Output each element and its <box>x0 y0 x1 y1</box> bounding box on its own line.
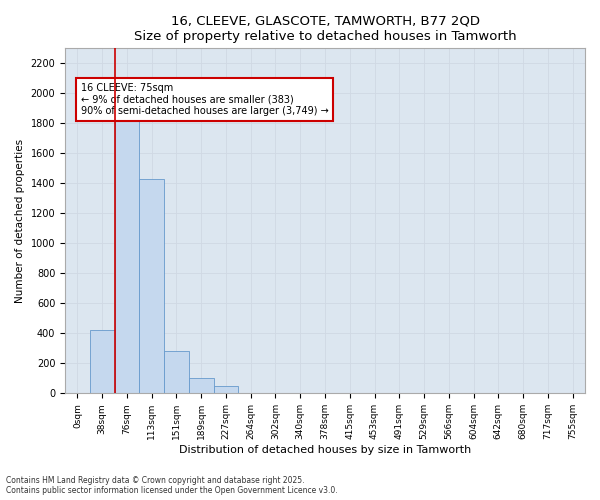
Text: 16 CLEEVE: 75sqm
← 9% of detached houses are smaller (383)
90% of semi-detached : 16 CLEEVE: 75sqm ← 9% of detached houses… <box>80 83 328 116</box>
Bar <box>90 330 115 394</box>
Bar <box>164 352 189 394</box>
Text: Contains HM Land Registry data © Crown copyright and database right 2025.
Contai: Contains HM Land Registry data © Crown c… <box>6 476 338 495</box>
Y-axis label: Number of detached properties: Number of detached properties <box>15 139 25 303</box>
X-axis label: Distribution of detached houses by size in Tamworth: Distribution of detached houses by size … <box>179 445 471 455</box>
Bar <box>214 386 238 394</box>
Bar <box>139 179 164 394</box>
Bar <box>189 378 214 394</box>
Bar <box>115 78 139 394</box>
Title: 16, CLEEVE, GLASCOTE, TAMWORTH, B77 2QD
Size of property relative to detached ho: 16, CLEEVE, GLASCOTE, TAMWORTH, B77 2QD … <box>134 15 517 43</box>
